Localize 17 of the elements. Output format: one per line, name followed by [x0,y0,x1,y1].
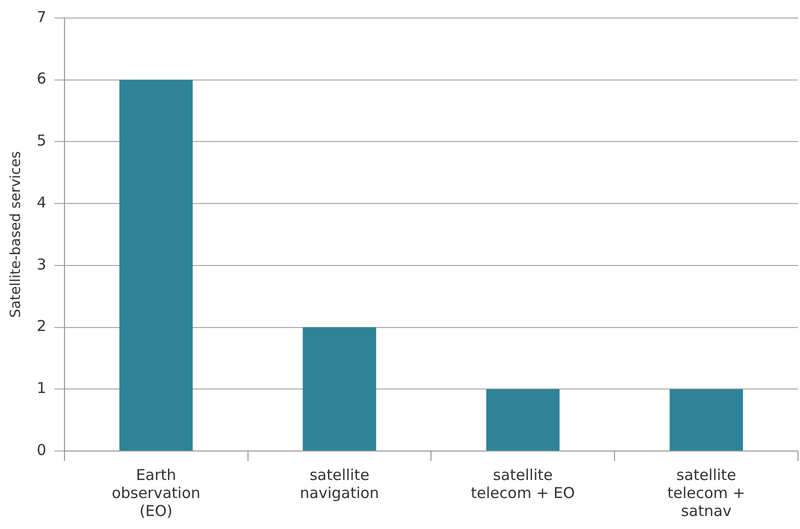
bar [119,80,193,450]
y-tick-label: 1 [36,379,46,398]
y-tick-label: 7 [36,8,46,26]
x-tick-label: satellite telecom + EO [470,466,575,502]
bar [302,327,376,450]
x-tick-label: Earth observation (EO) [112,466,200,520]
y-axis-title: Satellite-based services [8,151,24,318]
y-tick-label: 6 [36,70,46,88]
bar [486,389,560,450]
x-tick-label: satellite telecom + satnav [667,466,746,520]
y-tick-label: 4 [36,193,46,212]
y-tick-label: 2 [36,317,46,336]
y-tick-label: 5 [36,132,46,150]
x-tick-label: satellite navigation [300,466,380,502]
y-tick-label: 3 [36,255,46,274]
y-tick-label: 0 [36,440,46,459]
bar [670,389,743,450]
